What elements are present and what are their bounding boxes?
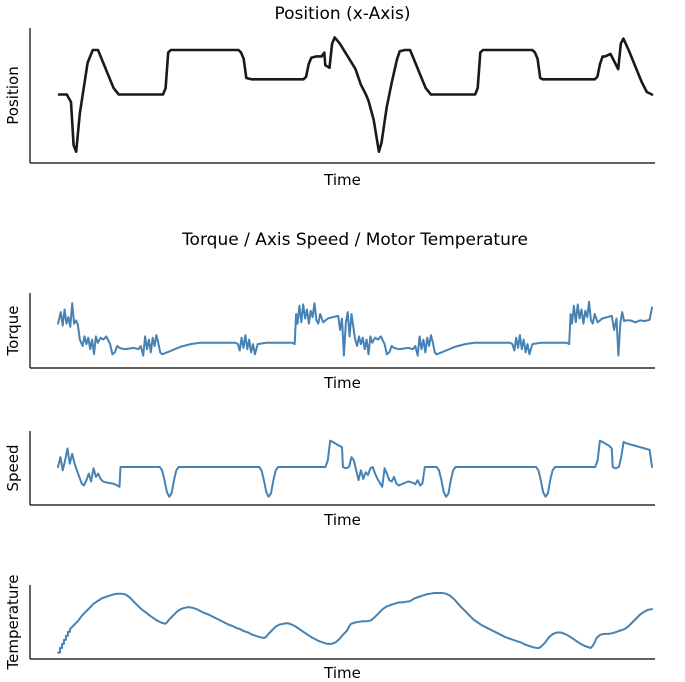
panel-3: Time Speed xyxy=(4,431,655,529)
x-axis-label: Time xyxy=(323,374,361,392)
x-axis-label: Time xyxy=(323,171,361,189)
panel-1: Position (x-Axis) Time Position xyxy=(4,4,655,189)
panel-4: Time Temperature xyxy=(4,574,655,682)
series-line-3-1 xyxy=(57,439,653,498)
figure-suptitle: Torque / Axis Speed / Motor Temperature xyxy=(181,230,528,250)
y-axis-label: Speed xyxy=(4,444,22,491)
panels-group: Position (x-Axis)TimePositionTimeTorqueT… xyxy=(4,4,655,682)
panel-2: Time Torque xyxy=(4,293,655,392)
x-axis-label: Time xyxy=(323,511,361,529)
series-line-2-1 xyxy=(57,300,653,357)
y-axis-label: Temperature xyxy=(4,574,22,670)
series-line-1-1 xyxy=(57,36,654,153)
panel-title: Position (x-Axis) xyxy=(275,4,411,24)
y-axis-label: Torque xyxy=(4,306,22,357)
y-axis-label: Position xyxy=(4,66,22,124)
x-axis-label: Time xyxy=(323,664,361,682)
series-line-4-1 xyxy=(57,592,653,654)
